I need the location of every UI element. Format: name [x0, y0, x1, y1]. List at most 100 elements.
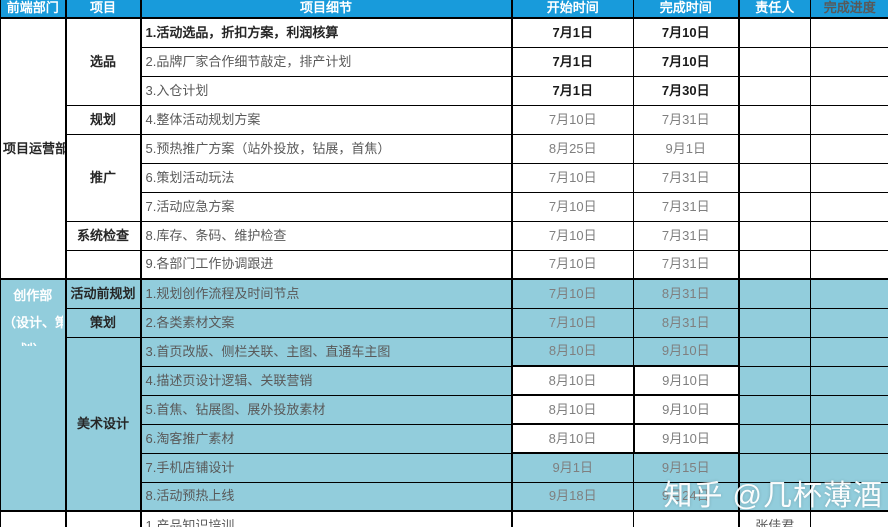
cell-detail[interactable]: 3.首页改版、侧栏关联、主图、直通车主图	[140, 336, 513, 367]
cell-detail[interactable]: 4.描述页设计逻辑、关联营销	[140, 365, 513, 396]
cell-end-date[interactable]: 7月30日	[633, 75, 740, 106]
cell-owner[interactable]	[738, 249, 811, 280]
cell-start-date[interactable]: 8月25日	[511, 133, 634, 164]
cell-detail[interactable]: 1.产品知识培训	[140, 510, 513, 527]
cell-owner[interactable]	[738, 307, 811, 338]
cell-progress[interactable]	[810, 220, 888, 251]
column-header-project[interactable]: 项目	[65, 0, 142, 19]
cell-owner[interactable]	[738, 452, 811, 483]
cell-end-date[interactable]: 7月31日	[633, 191, 740, 222]
cell-end-date[interactable]: 9月10日	[633, 336, 740, 367]
cell-end-date[interactable]: 8月31日	[633, 278, 740, 309]
cell-progress[interactable]	[810, 423, 888, 454]
cell-start-date-highlighted[interactable]: 8月10日	[510, 394, 635, 425]
group-label-system-check[interactable]: 系统检查	[65, 220, 142, 251]
cell-start-date[interactable]	[511, 510, 634, 527]
cell-progress[interactable]	[810, 191, 888, 222]
cell-end-date[interactable]	[633, 510, 740, 527]
cell-start-date-highlighted[interactable]: 8月10日	[510, 423, 635, 454]
cell-detail[interactable]: 2.各类素材文案	[140, 307, 513, 338]
column-header-start-date[interactable]: 开始时间	[511, 0, 634, 19]
cell-detail[interactable]: 6.淘客推广素材	[140, 423, 513, 454]
cell-start-date[interactable]: 7月10日	[511, 191, 634, 222]
cell-end-date[interactable]: 7月31日	[633, 162, 740, 193]
cell-owner[interactable]	[738, 75, 811, 106]
group-label-copywriting[interactable]: 策划	[65, 307, 142, 338]
cell-start-date[interactable]: 7月1日	[511, 46, 634, 77]
cell-start-date[interactable]: 7月1日	[511, 17, 634, 48]
cell-detail[interactable]: 1.活动选品，折扣方案，利润核算	[140, 17, 513, 48]
cell-start-date[interactable]: 7月10日	[511, 278, 634, 309]
cell-detail[interactable]: 5.预热推广方案（站外投放，钻展，首焦）	[140, 133, 513, 164]
cell-detail[interactable]: 4.整体活动规划方案	[140, 104, 513, 135]
cell-end-date-highlighted[interactable]: 9月10日	[632, 423, 740, 454]
cell-progress[interactable]	[810, 75, 888, 106]
cell-progress[interactable]	[810, 307, 888, 338]
cell-progress[interactable]	[810, 452, 888, 483]
cell-progress[interactable]	[810, 278, 888, 309]
cell-end-date[interactable]: 7月31日	[633, 104, 740, 135]
cell-progress[interactable]	[810, 365, 888, 396]
cell-start-date-highlighted[interactable]: 8月10日	[510, 365, 635, 396]
cell-detail[interactable]: 9.各部门工作协调跟进	[140, 249, 513, 280]
cell-progress[interactable]	[810, 336, 888, 367]
group-label-art-design[interactable]: 美术设计	[65, 336, 142, 512]
cell-progress[interactable]	[810, 46, 888, 77]
cell-owner[interactable]	[738, 17, 811, 48]
cell-end-date[interactable]: 7月10日	[633, 17, 740, 48]
group-label-product-selection[interactable]: 选品	[65, 17, 142, 106]
group-label-empty[interactable]	[65, 510, 142, 527]
cell-owner[interactable]	[738, 220, 811, 251]
cell-owner[interactable]	[738, 191, 811, 222]
cell-end-date[interactable]: 7月10日	[633, 46, 740, 77]
cell-end-date[interactable]: 8月31日	[633, 307, 740, 338]
cell-owner[interactable]	[738, 46, 811, 77]
cell-end-date-highlighted[interactable]: 9月10日	[632, 365, 740, 396]
cell-end-date[interactable]: 7月31日	[633, 220, 740, 251]
cell-detail[interactable]: 8.活动预热上线	[140, 481, 513, 512]
cell-start-date[interactable]: 9月18日	[511, 481, 634, 512]
cell-detail[interactable]: 1.规划创作流程及时间节点	[140, 278, 513, 309]
column-header-progress[interactable]: 完成进度	[810, 0, 888, 19]
cell-detail[interactable]: 8.库存、条码、维护检查	[140, 220, 513, 251]
cell-owner[interactable]	[738, 423, 811, 454]
cell-owner[interactable]	[738, 481, 811, 512]
cell-start-date[interactable]: 7月10日	[511, 220, 634, 251]
column-header-detail[interactable]: 项目细节	[140, 0, 513, 19]
cell-start-date[interactable]: 7月1日	[511, 75, 634, 106]
cell-progress[interactable]	[810, 162, 888, 193]
cell-detail[interactable]: 6.策划活动玩法	[140, 162, 513, 193]
cell-detail[interactable]: 5.首焦、钻展图、展外投放素材	[140, 394, 513, 425]
cell-progress[interactable]	[810, 510, 888, 527]
department-cell-creative[interactable]: 创作部（设计、策划）	[0, 278, 67, 512]
cell-end-date[interactable]: 9月24日	[633, 481, 740, 512]
column-header-end-date[interactable]: 完成时间	[633, 0, 740, 19]
cell-progress[interactable]	[810, 133, 888, 164]
column-header-department[interactable]: 前端部门	[0, 0, 67, 19]
group-label-promotion[interactable]: 推广	[65, 133, 142, 222]
cell-owner[interactable]	[738, 365, 811, 396]
column-header-owner[interactable]: 责任人	[738, 0, 811, 19]
cell-start-date[interactable]: 7月10日	[511, 249, 634, 280]
cell-progress[interactable]	[810, 104, 888, 135]
cell-progress[interactable]	[810, 17, 888, 48]
cell-owner[interactable]	[738, 104, 811, 135]
department-cell-operations[interactable]: 项目运营部	[0, 17, 67, 280]
cell-detail[interactable]: 2.品牌厂家合作细节敲定，排产计划	[140, 46, 513, 77]
cell-owner[interactable]	[738, 394, 811, 425]
cell-detail[interactable]: 7.手机店铺设计	[140, 452, 513, 483]
cell-end-date-highlighted[interactable]: 9月10日	[632, 394, 740, 425]
cell-owner[interactable]	[738, 133, 811, 164]
cell-end-date[interactable]: 7月31日	[633, 249, 740, 280]
cell-owner[interactable]	[738, 336, 811, 367]
cell-owner[interactable]	[738, 162, 811, 193]
cell-start-date[interactable]: 9月1日	[511, 452, 634, 483]
cell-start-date[interactable]: 7月10日	[511, 162, 634, 193]
cell-progress[interactable]	[810, 481, 888, 512]
cell-start-date[interactable]: 7月10日	[511, 307, 634, 338]
cell-detail[interactable]: 7.活动应急方案	[140, 191, 513, 222]
cell-owner[interactable]	[738, 278, 811, 309]
cell-start-date[interactable]: 7月10日	[511, 104, 634, 135]
department-cell-empty[interactable]	[0, 510, 67, 527]
cell-detail[interactable]: 3.入仓计划	[140, 75, 513, 106]
